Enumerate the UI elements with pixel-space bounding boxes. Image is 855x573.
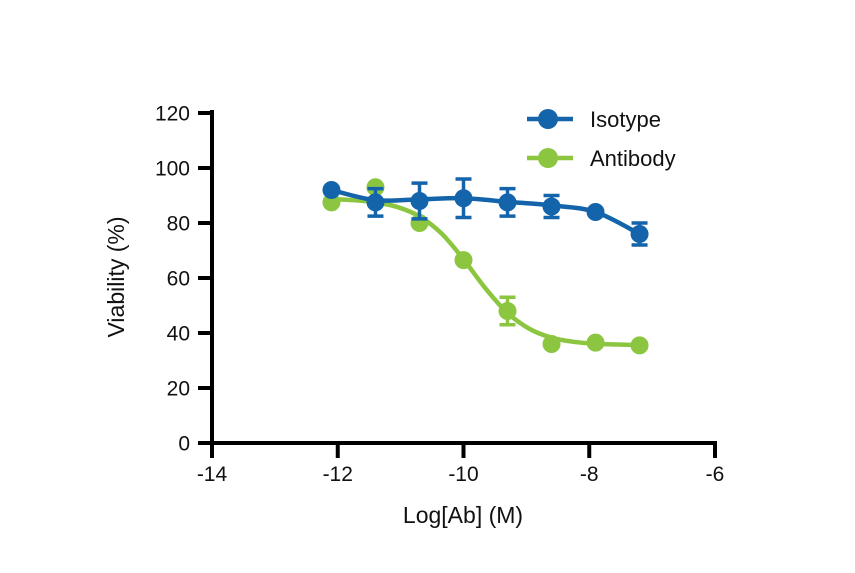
x-tick-label: -14 <box>197 463 228 486</box>
legend-item-isotype: Isotype <box>527 107 661 132</box>
antibody-marker <box>586 333 605 352</box>
x-tick-label: -6 <box>706 463 725 486</box>
antibody-marker <box>630 336 649 355</box>
antibody-marker <box>322 193 341 212</box>
isotype-marker <box>366 193 385 212</box>
legend: Isotype Antibody <box>527 107 676 171</box>
y-tick-label: 80 <box>167 213 190 236</box>
isotype-legend-marker-icon <box>538 109 558 129</box>
antibody-legend-marker-icon <box>538 148 558 168</box>
antibody-marker <box>498 302 517 320</box>
x-axis-title: Log[Ab] (M) <box>403 502 523 528</box>
y-axis-title: Viability (%) <box>103 217 129 338</box>
isotype-marker <box>454 189 473 208</box>
isotype-marker <box>498 193 517 212</box>
y-tick-label: 40 <box>167 323 190 346</box>
y-tick-label: 20 <box>167 378 190 401</box>
antibody-marker <box>542 335 561 353</box>
x-tick-label: -12 <box>323 463 353 486</box>
x-tick-label: -10 <box>448 463 478 486</box>
y-tick-label: 60 <box>167 268 190 291</box>
isotype-marker <box>322 181 341 199</box>
y-tick-label: 120 <box>155 103 190 126</box>
antibody-marker <box>454 251 473 270</box>
x-tick-label: -8 <box>580 463 599 486</box>
isotype-marker <box>586 203 605 221</box>
isotype-marker <box>630 225 649 243</box>
isotype-legend-label: Isotype <box>590 107 661 132</box>
legend-item-antibody: Antibody <box>527 146 676 171</box>
isotype-series <box>322 177 649 247</box>
y-tick-label: 0 <box>178 433 190 456</box>
antibody-legend-label: Antibody <box>590 146 676 171</box>
y-tick-label: 100 <box>155 158 190 181</box>
isotype-marker <box>410 192 429 210</box>
isotype-marker <box>542 197 561 216</box>
antibody-curve <box>329 196 642 348</box>
plot-area: 0 20 40 60 80 100 120 -14 -12 -10 -8 -6 <box>155 103 724 487</box>
